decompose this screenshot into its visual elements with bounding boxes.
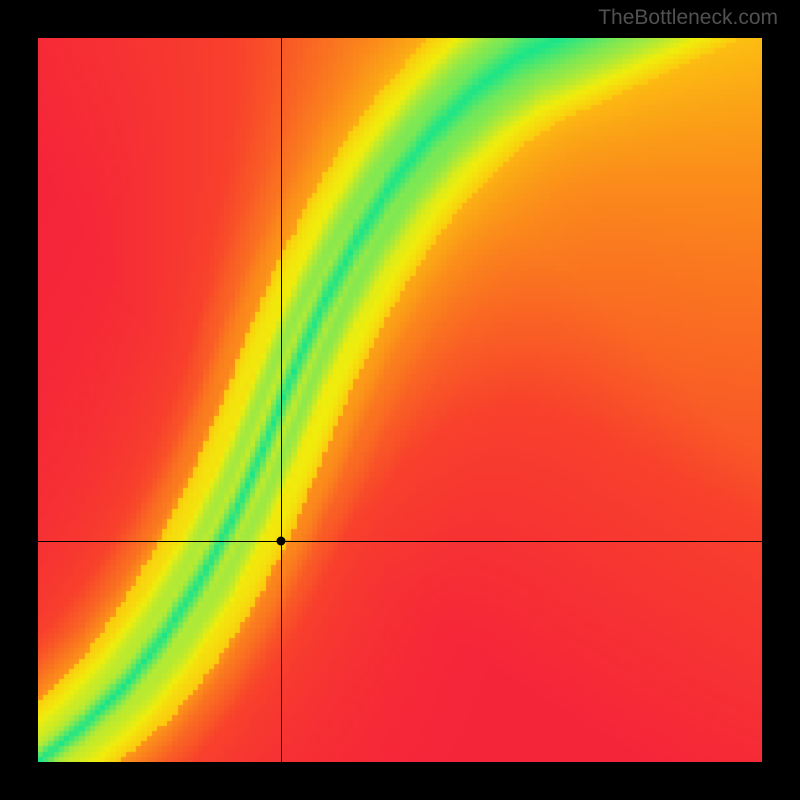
crosshair-vertical	[281, 38, 282, 762]
attribution-text: TheBottleneck.com	[598, 6, 778, 30]
bottleneck-heatmap	[38, 38, 762, 762]
crosshair-marker-dot	[276, 537, 285, 546]
heatmap-canvas	[38, 38, 762, 762]
crosshair-horizontal	[38, 541, 762, 542]
